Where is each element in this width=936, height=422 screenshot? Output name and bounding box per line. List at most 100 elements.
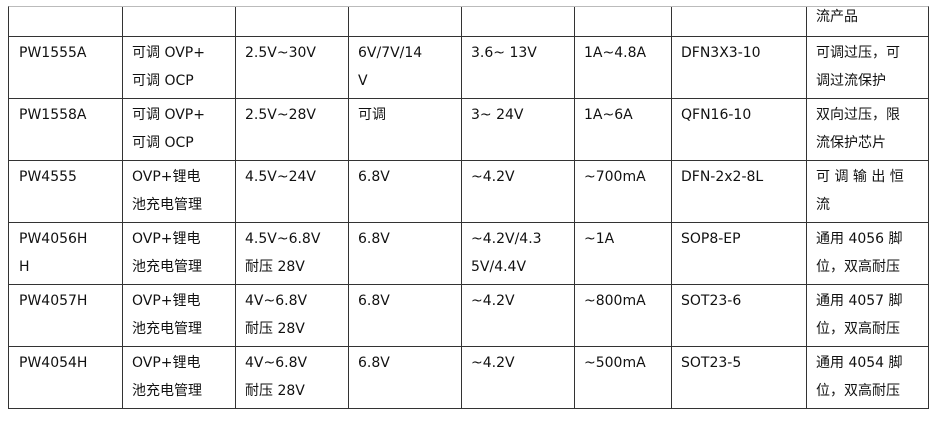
table-cell: ~700mA [574, 160, 672, 223]
table-cell: 通用 4057 脚位，双高耐压 [806, 284, 929, 347]
cell-text: 可调 [358, 107, 386, 123]
cell-text: QFN16-10 [681, 107, 752, 123]
table-cell: OVP+锂电 池充电管理 [122, 346, 236, 409]
table-cell: ~1A [574, 222, 672, 285]
table-cell: 6.8V [348, 160, 462, 223]
table-cell: 双向过压，限 流保护芯片 [806, 98, 929, 161]
table-cell [235, 6, 349, 37]
cell-text: 可调 OCP [132, 135, 194, 151]
cell-text: SOT23-6 [681, 293, 742, 309]
table-cell: SOT23-6 [671, 284, 807, 347]
cell-text: OVP+锂电 [132, 231, 201, 247]
cell-text: 3.6~ 13V [471, 45, 537, 61]
table-cell: PW1558A [8, 98, 123, 161]
table-cell: DFN3X3-10 [671, 36, 807, 99]
table-cell [671, 6, 807, 37]
table-cell: 4.5V~24V [235, 160, 349, 223]
cell-text: 位，双高耐压 [816, 259, 900, 275]
cell-text: OVP+锂电 [132, 355, 201, 371]
table-cell: PW4056H H [8, 222, 123, 285]
cell-text: 耐压 28V [245, 259, 305, 275]
cell-text: 通用 4054 脚 [816, 355, 903, 371]
cell-text: 流产品 [816, 9, 858, 25]
cell-text: 池充电管理 [132, 259, 202, 275]
cell-text: 6V/7V/14 [358, 45, 423, 61]
table-cell: SOT23-5 [671, 346, 807, 409]
cell-text: 4V~6.8V [245, 355, 308, 371]
table-cell: SOP8-EP [671, 222, 807, 285]
cell-text: 5V/4.4V [471, 259, 527, 275]
cell-text: 流 [816, 197, 830, 213]
cell-text: PW4054H [19, 355, 88, 371]
table-cell: ~800mA [574, 284, 672, 347]
cell-text: ~4.2V/4.3 [471, 231, 542, 247]
table-cell: 可调 OVP+ 可调 OCP [122, 36, 236, 99]
table-cell: OVP+锂电 池充电管理 [122, 160, 236, 223]
table-cell [574, 6, 672, 37]
cell-text: ~1A [584, 231, 615, 247]
table-cell: ~4.2V [461, 160, 575, 223]
table-cell: 通用 4056 脚位，双高耐压 [806, 222, 929, 285]
table-cell: ~4.2V [461, 346, 575, 409]
cell-text: PW4555 [19, 169, 77, 185]
cell-text: 可调 OVP+ [132, 107, 205, 123]
table-cell: 2.5V~28V [235, 98, 349, 161]
cell-text: 2.5V~28V [245, 107, 316, 123]
cell-text: 池充电管理 [132, 383, 202, 399]
table-cell: ~4.2V/4.3 5V/4.4V [461, 222, 575, 285]
cell-text: 双向过压，限 [816, 107, 900, 123]
table-cell: 可调 OVP+ 可调 OCP [122, 98, 236, 161]
cell-text: 1A~4.8A [584, 45, 647, 61]
cell-text: PW1558A [19, 107, 87, 123]
cell-text: 3~ 24V [471, 107, 524, 123]
table-cell: 6.8V [348, 284, 462, 347]
table-cell: PW4057H [8, 284, 123, 347]
table-cell [122, 6, 236, 37]
cell-text: ~500mA [584, 355, 646, 371]
cell-text: DFN3X3-10 [681, 45, 761, 61]
cell-text: PW1555A [19, 45, 87, 61]
table-cell: 1A~6A [574, 98, 672, 161]
cell-text: V [358, 73, 368, 89]
cell-text: ~4.2V [471, 169, 515, 185]
cell-text: ~4.2V [471, 355, 515, 371]
table-cell: OVP+锂电 池充电管理 [122, 222, 236, 285]
cell-text: OVP+锂电 [132, 293, 201, 309]
cell-text: 调过流保护 [816, 73, 886, 89]
cell-text: 6.8V [358, 355, 390, 371]
cell-text: 可调过压，可 [816, 45, 900, 61]
table-cell: PW4555 [8, 160, 123, 223]
cell-text: ~700mA [584, 169, 646, 185]
table-cell: 4.5V~6.8V 耐压 28V [235, 222, 349, 285]
table-cell: PW4054H [8, 346, 123, 409]
table-cell [348, 6, 462, 37]
table-cell: OVP+锂电 池充电管理 [122, 284, 236, 347]
table-cell: 通用 4054 脚位，双高耐压 [806, 346, 929, 409]
cell-text: 2.5V~30V [245, 45, 316, 61]
table-cell: DFN-2x2-8L [671, 160, 807, 223]
cell-text: 通用 4056 脚 [816, 231, 903, 247]
table-cell: 6V/7V/14 V [348, 36, 462, 99]
cell-text: 6.8V [358, 293, 390, 309]
cell-text: 可 调 输 出 恒 [816, 169, 904, 185]
cell-text: ~4.2V [471, 293, 515, 309]
table-cell: 6.8V [348, 346, 462, 409]
cell-text: DFN-2x2-8L [681, 169, 764, 185]
table-cell: QFN16-10 [671, 98, 807, 161]
table-cell: 可调 [348, 98, 462, 161]
cell-text: SOT23-5 [681, 355, 742, 371]
table-cell: ~4.2V [461, 284, 575, 347]
table-cell: 4V~6.8V 耐压 28V [235, 284, 349, 347]
table-cell: 1A~4.8A [574, 36, 672, 99]
cell-text: 4.5V~24V [245, 169, 316, 185]
table-cell: 可调过压，可 调过流保护 [806, 36, 929, 99]
cell-text: 可调 OCP [132, 73, 194, 89]
cell-text: 4V~6.8V [245, 293, 308, 309]
cell-text: 耐压 28V [245, 321, 305, 337]
cell-text: 6.8V [358, 231, 390, 247]
cell-text: 池充电管理 [132, 321, 202, 337]
cell-text: H [19, 259, 30, 275]
cell-text: ~800mA [584, 293, 646, 309]
cell-text: 位，双高耐压 [816, 321, 900, 337]
